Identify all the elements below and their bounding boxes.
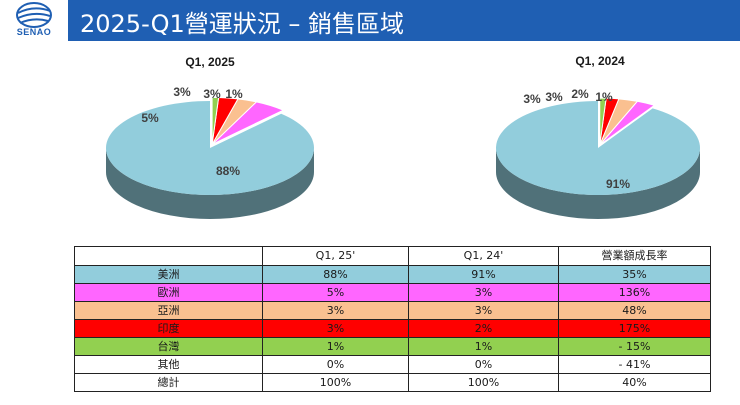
pie-slice: [495, 101, 700, 195]
q1-24-cell: 0%: [408, 355, 559, 374]
q1-24-cell: 1%: [408, 337, 559, 356]
pie-svg: 91% 3% 3% 2% 1%: [495, 87, 700, 219]
region-cell: 總計: [74, 373, 263, 392]
q1-25-cell: 0%: [262, 355, 409, 374]
region-cell: 其他: [74, 355, 263, 374]
pie-data-label: 3%: [173, 85, 191, 99]
table-row: 亞洲 3% 3% 48%: [74, 301, 711, 320]
column-header: 營業額成長率: [558, 246, 711, 266]
region-cell: 歐洲: [74, 283, 263, 302]
chart-title: Q1, 2024: [575, 54, 625, 68]
pie-data-label: 3%: [545, 90, 563, 104]
pie-slice-side: [106, 148, 314, 219]
pie-data-label: 3%: [203, 87, 221, 101]
pie-data-label: 91%: [606, 177, 630, 191]
growth-cell: 40%: [558, 373, 711, 392]
q1-24-cell: 100%: [408, 373, 559, 392]
region-cell: 台灣: [74, 337, 263, 356]
q1-25-cell: 5%: [262, 283, 409, 302]
region-cell: 美洲: [74, 265, 263, 284]
header-bar: SENAO 2025-Q1營運狀況 – 銷售區域: [0, 0, 740, 41]
growth-cell: 35%: [558, 265, 711, 284]
column-header: [74, 246, 263, 266]
table-row: 其他 0% 0% - 41%: [74, 355, 711, 374]
column-header: Q1, 24': [408, 246, 559, 266]
pie-slice: [106, 101, 315, 195]
growth-cell: - 41%: [558, 355, 711, 374]
pie-data-label: 3%: [523, 92, 541, 106]
growth-cell: 48%: [558, 301, 711, 320]
table-row: 歐洲 5% 3% 136%: [74, 283, 711, 302]
q1-24-cell: 91%: [408, 265, 559, 284]
table-row: 台灣 1% 1% - 15%: [74, 337, 711, 356]
pie-data-label: 1%: [595, 90, 613, 104]
column-header: Q1, 25': [262, 246, 409, 266]
q1-25-cell: 3%: [262, 301, 409, 320]
table-header-row: Q1, 25' Q1, 24' 營業額成長率: [74, 246, 711, 266]
q1-25-cell: 88%: [262, 265, 409, 284]
region-cell: 亞洲: [74, 301, 263, 320]
pie-chart-q1-2025: 88% 5% 3% 3% 1% Q1, 2025: [90, 48, 330, 238]
pie-chart-q1-2024: 91% 3% 3% 2% 1% Q1, 2024: [480, 48, 720, 238]
pie-svg: 88% 5% 3% 3% 1%: [106, 85, 315, 219]
q1-24-cell: 3%: [408, 301, 559, 320]
pie-data-label: 88%: [216, 164, 240, 178]
table-row: 美洲 88% 91% 35%: [74, 265, 711, 284]
table-row: 印度 3% 2% 175%: [74, 319, 711, 338]
senao-logo: SENAO: [0, 0, 68, 41]
globe-logo-icon: [16, 2, 52, 28]
q1-24-cell: 2%: [408, 319, 559, 338]
growth-cell: 136%: [558, 283, 711, 302]
page-title: 2025-Q1營運狀況 – 銷售區域: [80, 10, 405, 38]
table-row: 總計 100% 100% 40%: [74, 373, 711, 392]
pie-slice: [599, 97, 607, 146]
pie-data-label: 2%: [571, 87, 589, 101]
chart-title: Q1, 2025: [185, 55, 235, 69]
pie-data-label: 1%: [225, 87, 243, 101]
pie-data-label: 5%: [141, 111, 159, 125]
growth-cell: - 15%: [558, 337, 711, 356]
q1-25-cell: 1%: [262, 337, 409, 356]
region-cell: 印度: [74, 319, 263, 338]
logo-text: SENAO: [16, 27, 52, 37]
sales-region-table: Q1, 25' Q1, 24' 營業額成長率 美洲 88% 91% 35% 歐洲…: [74, 246, 711, 392]
pie-slice-side: [496, 148, 700, 219]
q1-24-cell: 3%: [408, 283, 559, 302]
q1-25-cell: 3%: [262, 319, 409, 338]
growth-cell: 175%: [558, 319, 711, 338]
q1-25-cell: 100%: [262, 373, 409, 392]
pie-slice: [211, 96, 220, 145]
